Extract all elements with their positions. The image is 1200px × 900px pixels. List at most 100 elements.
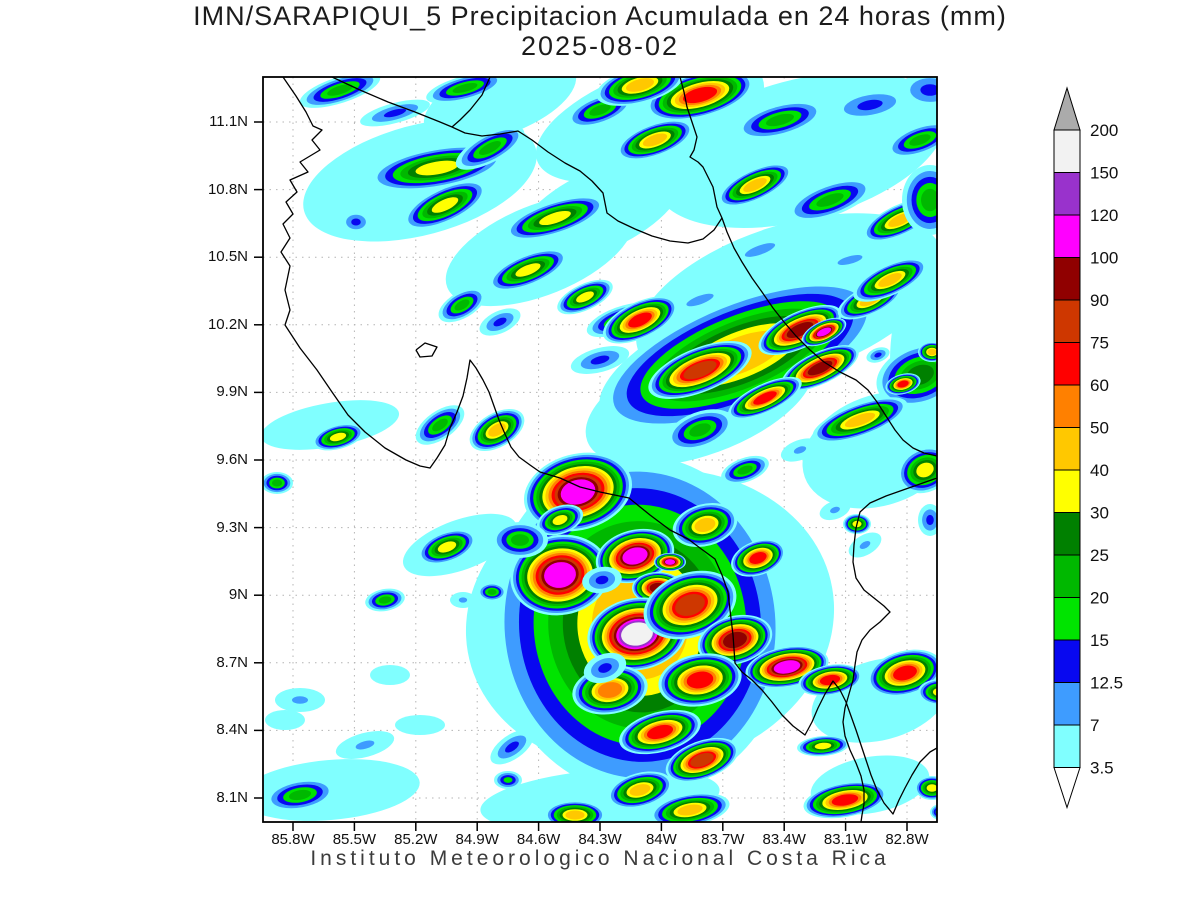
colorbar-cell (1053, 299, 1081, 343)
colorbar-cell (1053, 342, 1081, 386)
precip-cell (505, 195, 605, 241)
colorbar-label: 100 (1090, 249, 1118, 268)
precip-cell (781, 345, 859, 391)
precip-cell (583, 652, 627, 684)
precipitation-map (254, 76, 938, 831)
precip-cell (478, 583, 506, 601)
precip-cell (545, 801, 605, 822)
lon-tick-label: 85.8W (271, 831, 315, 848)
precip-cell (811, 244, 889, 276)
colorbar-cell (1053, 172, 1081, 216)
colorbar-label: 150 (1090, 164, 1118, 183)
lat-tick-label: 9.9N (216, 383, 248, 401)
colorbar-label: 200 (1090, 121, 1118, 140)
colorbar-label: 12.5 (1090, 674, 1123, 693)
precip-cell (370, 665, 410, 685)
precip-cell (657, 280, 743, 320)
precip-cell (885, 373, 921, 395)
precip-cell (736, 100, 824, 140)
colorbar-cell (1053, 597, 1081, 641)
precip-cell (900, 77, 937, 108)
lat-tick-label: 10.2N (207, 315, 248, 333)
lon-tick-label: 85.5W (332, 831, 377, 848)
lon-tick-label: 84.9W (455, 831, 499, 848)
colorbar-label: 7 (1090, 716, 1099, 735)
lon-tick-label: 84W (645, 831, 677, 848)
precip-cell (648, 341, 752, 399)
colorbar-cell (1053, 724, 1081, 768)
precip-cell (490, 729, 534, 765)
lat-tick-label: 8.1N (216, 789, 248, 806)
precip-cell (650, 792, 730, 822)
precip-cell (797, 735, 849, 757)
precip-cell (492, 522, 548, 558)
precip-cell (494, 771, 522, 789)
colorbar-label: 60 (1090, 376, 1109, 395)
coastline-path (451, 77, 491, 128)
precip-cell (803, 781, 887, 819)
precip-cell (886, 122, 937, 158)
precip-cell (469, 408, 525, 452)
precip-cell (570, 346, 630, 374)
lon-tick-label: 83.7W (701, 831, 745, 848)
colorbar-scale: 3.5 7 12.5 15 20 25 30 40 50 60 75 90 100 120 150 200 (1053, 86, 1123, 810)
colorbar-label: 3.5 (1090, 759, 1114, 778)
precip-cell (265, 779, 335, 811)
precip-cell (658, 653, 742, 707)
colorbar-label: 75 (1090, 334, 1109, 353)
precip-cell (596, 77, 684, 106)
precip-cell (712, 228, 808, 272)
precip-cell (479, 308, 521, 336)
colorbar-label: 25 (1090, 546, 1109, 565)
colorbar-label: 20 (1090, 589, 1109, 608)
colorbar-label: 50 (1090, 419, 1109, 438)
precip-cell (830, 88, 910, 122)
precip-cell (819, 499, 851, 521)
colorbar-cell (1053, 639, 1081, 683)
precip-cell (930, 804, 937, 820)
colorbar-label: 90 (1090, 291, 1109, 310)
precip-cell (312, 423, 364, 451)
precip-cell (455, 126, 525, 170)
colorbar-label: 15 (1090, 631, 1109, 650)
precip-cell (395, 715, 445, 735)
precip-cell (721, 455, 769, 485)
precip-cell (341, 211, 371, 233)
lat-tick-label: 9.3N (216, 518, 248, 536)
precip-cell (780, 438, 820, 462)
lat-tick-label: 10.5N (207, 248, 248, 266)
precip-cell (672, 502, 738, 548)
precip-cell (646, 77, 754, 121)
colorbar-cell (1053, 682, 1081, 726)
coastline-path (280, 77, 937, 815)
colorbar-cell (1053, 427, 1081, 471)
precip-cell (275, 688, 325, 712)
coastline-path (331, 77, 723, 244)
precip-cell (418, 529, 476, 565)
lat-tick-label: 9N (228, 586, 248, 604)
colorbar-cell (1053, 214, 1081, 258)
precip-cell (665, 737, 739, 783)
precip-cell (607, 771, 673, 809)
lon-tick-label: 84.3W (578, 831, 622, 848)
precip-cell (263, 472, 293, 494)
lat-tick-label: 11.1N (209, 113, 248, 130)
precip-cell (415, 405, 465, 445)
lon-tick-label: 83.4W (762, 831, 806, 848)
precip-cell (654, 553, 686, 571)
coastline-path (415, 342, 438, 358)
lat-tick-label: 10.8N (207, 180, 248, 198)
colorbar-cell (1053, 469, 1081, 513)
precip-cell (617, 119, 693, 161)
precip-cell (918, 342, 937, 362)
lat-tick-label: 9.6N (216, 451, 248, 468)
lon-tick-label: 85.2W (394, 831, 438, 848)
map-date: 2025-08-02 (520, 31, 680, 61)
precip-cell (801, 317, 847, 347)
precip-cell (728, 376, 802, 420)
precip-cell (918, 504, 937, 536)
precip-cell (915, 776, 937, 800)
precip-cell (488, 249, 568, 291)
precip-cell (582, 566, 622, 594)
